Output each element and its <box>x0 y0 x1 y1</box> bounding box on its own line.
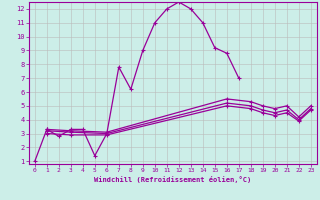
X-axis label: Windchill (Refroidissement éolien,°C): Windchill (Refroidissement éolien,°C) <box>94 176 252 183</box>
